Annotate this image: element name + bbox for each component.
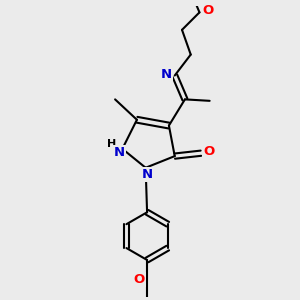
Text: N: N: [142, 168, 153, 181]
Text: H: H: [107, 140, 116, 149]
Text: O: O: [202, 4, 214, 16]
Text: N: N: [114, 146, 125, 159]
Text: O: O: [203, 145, 215, 158]
Text: O: O: [133, 273, 145, 286]
Text: N: N: [161, 68, 172, 81]
